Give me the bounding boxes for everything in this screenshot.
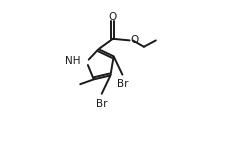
Text: Br: Br — [117, 79, 128, 89]
Text: Br: Br — [96, 98, 107, 109]
Text: O: O — [109, 12, 117, 22]
Text: O: O — [130, 35, 138, 45]
Text: NH: NH — [65, 56, 81, 66]
